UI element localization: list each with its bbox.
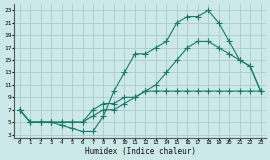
X-axis label: Humidex (Indice chaleur): Humidex (Indice chaleur) <box>85 147 196 156</box>
